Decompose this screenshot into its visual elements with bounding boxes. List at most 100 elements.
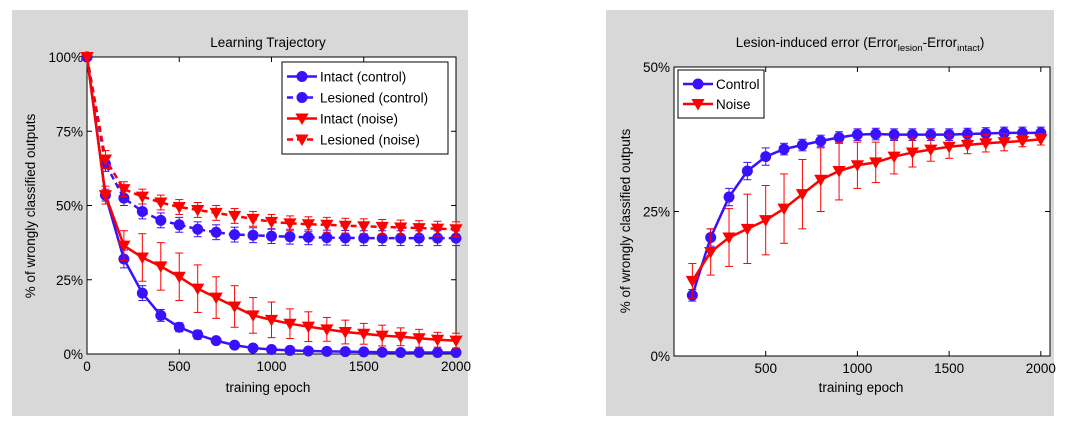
data-point <box>924 144 938 157</box>
data-point <box>997 137 1011 149</box>
data-point <box>264 314 279 327</box>
x-tick-label: 2000 <box>1026 361 1056 376</box>
data-point <box>302 345 314 357</box>
data-point <box>154 261 168 273</box>
data-point <box>173 321 185 333</box>
data-point <box>430 334 445 347</box>
data-point <box>833 132 845 144</box>
data-point <box>815 135 827 147</box>
data-point <box>266 230 277 242</box>
data-point <box>155 309 167 321</box>
data-point <box>760 151 772 163</box>
data-point <box>320 324 334 336</box>
chart-title: Lesion-induced error (Errorlesion-Errori… <box>736 35 985 54</box>
data-point <box>320 219 334 232</box>
y-axis-label: % of wrongly classified outputs <box>23 113 38 298</box>
y-tick-label: 0% <box>650 349 670 364</box>
data-point <box>284 344 296 356</box>
data-point <box>227 301 242 313</box>
data-point <box>247 342 259 354</box>
data-point <box>449 224 463 236</box>
learning-trajectory-chart: Learning Trajectory training epoch % of … <box>23 35 471 395</box>
series-lesioned-noise <box>80 52 463 238</box>
data-point <box>412 223 426 235</box>
data-point <box>394 222 408 234</box>
left-chart-panel: Learning Trajectory training epoch % of … <box>12 10 471 416</box>
data-point <box>870 128 882 140</box>
data-point <box>155 214 167 226</box>
lesion-error-chart: Lesion-induced error (Errorlesion-Errori… <box>618 35 1056 395</box>
legend-label: Lesioned (control) <box>320 91 428 106</box>
data-point <box>740 223 754 236</box>
y-axis-label: % of wrongly classified outputs <box>618 128 633 313</box>
series-intact-noise <box>80 52 463 349</box>
series-intact-control <box>81 51 462 359</box>
legend-marker <box>295 113 309 126</box>
legend-label: Intact (control) <box>320 70 406 85</box>
x-axis-label: training epoch <box>819 380 904 395</box>
data-point <box>338 327 352 339</box>
data-point <box>321 232 333 244</box>
data-point <box>227 210 242 223</box>
data-point <box>759 215 773 227</box>
data-point <box>135 191 149 204</box>
data-point <box>851 129 863 141</box>
data-point <box>395 347 407 359</box>
data-point <box>796 139 808 151</box>
x-tick-label: 500 <box>754 361 777 376</box>
data-point <box>135 252 149 264</box>
data-point <box>338 220 352 233</box>
data-point <box>1015 135 1030 148</box>
data-point <box>154 197 168 210</box>
data-point <box>376 346 388 358</box>
data-point <box>301 321 316 334</box>
x-tick-label: 1000 <box>256 359 286 374</box>
data-point <box>960 140 975 152</box>
data-point <box>266 344 277 356</box>
y-tick-label: 25% <box>643 205 670 220</box>
data-point <box>450 347 462 359</box>
data-point <box>795 189 810 201</box>
data-point <box>723 191 735 203</box>
legend-marker <box>296 92 308 103</box>
data-point <box>246 213 260 226</box>
data-point <box>209 207 223 220</box>
y-tick-label: 0% <box>63 347 83 362</box>
data-point <box>778 143 790 155</box>
data-point <box>905 147 920 160</box>
data-point <box>321 345 333 357</box>
data-point <box>1034 134 1048 146</box>
data-point <box>741 165 753 177</box>
data-point <box>358 232 370 244</box>
legend-marker <box>692 78 704 90</box>
data-point <box>358 346 370 358</box>
x-tick-label: 1500 <box>349 359 379 374</box>
legend-label: Control <box>716 77 760 92</box>
x-tick-label: 500 <box>168 359 191 374</box>
y-tick-label: 100% <box>48 50 83 65</box>
data-point <box>117 184 131 196</box>
x-axis-label: training epoch <box>226 380 311 395</box>
data-point <box>172 271 186 284</box>
data-point <box>357 328 371 341</box>
data-point <box>869 157 883 169</box>
data-point <box>191 204 205 217</box>
x-tick-label: 1000 <box>842 361 872 376</box>
data-point <box>394 331 408 344</box>
legend-label: Lesioned (noise) <box>320 133 420 148</box>
data-point <box>357 221 371 233</box>
legend <box>677 69 765 119</box>
data-point <box>704 246 718 259</box>
data-point <box>832 166 846 178</box>
data-point <box>777 203 791 216</box>
data-point <box>850 160 865 172</box>
data-point <box>412 333 426 345</box>
right-chart-panel: Lesion-induced error (Errorlesion-Errori… <box>606 10 1056 416</box>
data-point <box>283 318 297 331</box>
data-point <box>942 141 956 154</box>
data-point <box>80 52 94 64</box>
y-tick-label: 50% <box>56 199 83 214</box>
x-tick-label: 2000 <box>441 359 471 374</box>
data-point <box>173 219 185 231</box>
data-point <box>302 231 314 243</box>
